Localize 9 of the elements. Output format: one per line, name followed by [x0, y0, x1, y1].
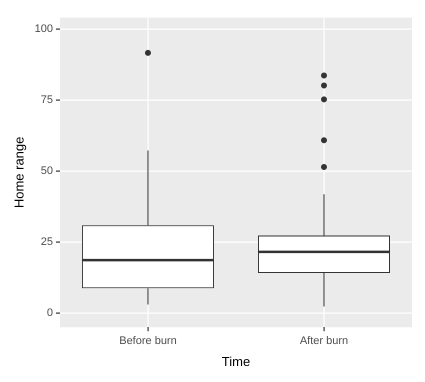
x-tick-label: Before burn: [119, 334, 177, 347]
y-tick-label: 75: [40, 94, 53, 106]
y-tick-label: 0: [46, 307, 53, 320]
y-tick-label: 50: [40, 165, 53, 178]
y-axis-title: Home range: [11, 136, 26, 208]
y-tick-label: 100: [34, 22, 53, 35]
x-axis-title: Time: [222, 354, 250, 369]
x-tick-label: After burn: [300, 334, 348, 347]
y-tick-label: 25: [40, 236, 53, 248]
